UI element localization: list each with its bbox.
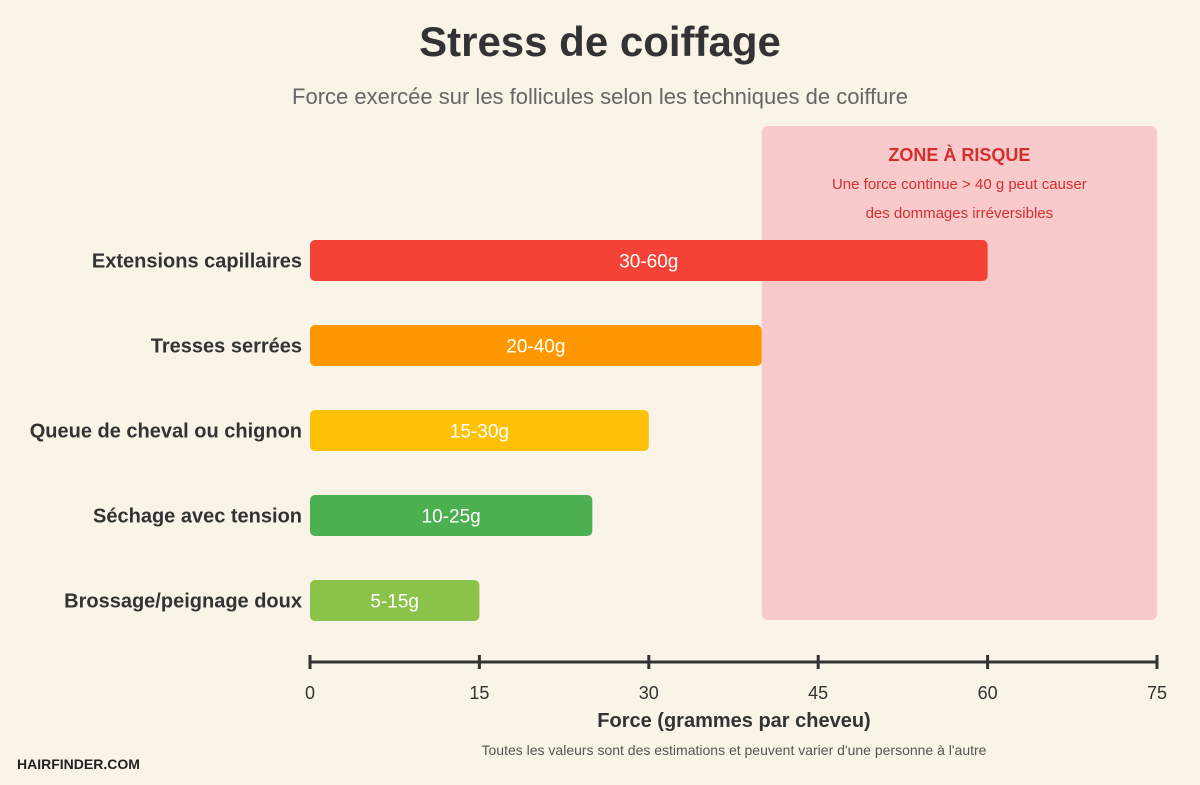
bar bbox=[310, 410, 649, 451]
x-tick-label: 45 bbox=[808, 683, 828, 703]
chart-title: Stress de coiffage bbox=[419, 18, 781, 65]
category-label: Tresses serrées bbox=[151, 336, 302, 358]
x-axis: 0 15 30 45 60 75 bbox=[305, 655, 1167, 703]
x-tick-label: 75 bbox=[1147, 683, 1167, 703]
risk-zone-area bbox=[761, 126, 1157, 620]
x-tick-label: 0 bbox=[305, 683, 315, 703]
x-tick-label: 60 bbox=[978, 683, 998, 703]
bar-value-label: 30-60g bbox=[619, 252, 678, 273]
category-label: Séchage avec tension bbox=[93, 506, 302, 528]
x-tick-label: 15 bbox=[469, 683, 489, 703]
x-tick-label: 30 bbox=[639, 683, 659, 703]
bar-value-label: 10-25g bbox=[422, 507, 481, 528]
bar-value-label: 5-15g bbox=[370, 592, 419, 613]
bar bbox=[310, 580, 480, 621]
bar bbox=[310, 495, 593, 536]
bars: Extensions capillaires 30-60g Tresses serr… bbox=[30, 240, 988, 621]
category-label: Queue de cheval ou chignon bbox=[30, 421, 302, 443]
risk-zone-text-line: Une force continue > 40 g peut causer bbox=[832, 176, 1087, 193]
bar bbox=[310, 325, 762, 366]
risk-zone-title: ZONE À RISQUE bbox=[888, 144, 1030, 165]
bar-value-label: 20-40g bbox=[506, 337, 565, 358]
brand-logo: HAIRFINDER.COM bbox=[17, 756, 140, 772]
x-axis-title: Force (grammes par cheveu) bbox=[597, 710, 870, 732]
bar bbox=[310, 240, 988, 281]
category-label: Brossage/peignage doux bbox=[64, 591, 302, 613]
risk-zone: ZONE À RISQUE Une force continue > 40 g … bbox=[761, 126, 1157, 620]
chart-subtitle: Force exercée sur les follicules selon l… bbox=[292, 84, 908, 109]
category-label: Extensions capillaires bbox=[92, 251, 302, 273]
risk-zone-text-line: des dommages irréversibles bbox=[866, 205, 1054, 222]
bar-value-label: 15-30g bbox=[450, 422, 509, 443]
footnote: Toutes les valeurs sont des estimations … bbox=[482, 742, 987, 758]
